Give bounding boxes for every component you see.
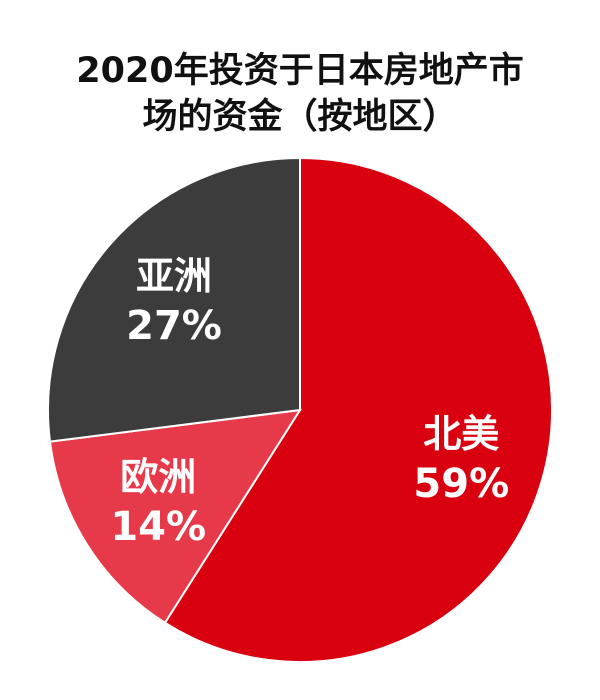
slice-3-wedge xyxy=(47,156,301,443)
chart-title-line-2: 场的资金（按地区） xyxy=(142,97,458,137)
slice-2-value-label: 14% xyxy=(110,504,206,550)
slice-2-name-label: 欧洲 xyxy=(120,455,196,499)
slice-3-name-label: 亚洲 xyxy=(136,254,212,298)
slice-3-value-label: 27% xyxy=(126,303,222,349)
slice-1-wedge xyxy=(163,156,553,663)
slice-1-value-label: 59% xyxy=(413,461,509,507)
slice-1-name-label: 北美 xyxy=(423,412,499,456)
chart-title-line-1: 2020年投资于日本房地产市 xyxy=(76,51,524,91)
slice-2-wedge xyxy=(48,408,302,625)
chart-title: 2020年投资于日本房地产市 场的资金（按地区） xyxy=(0,48,600,140)
